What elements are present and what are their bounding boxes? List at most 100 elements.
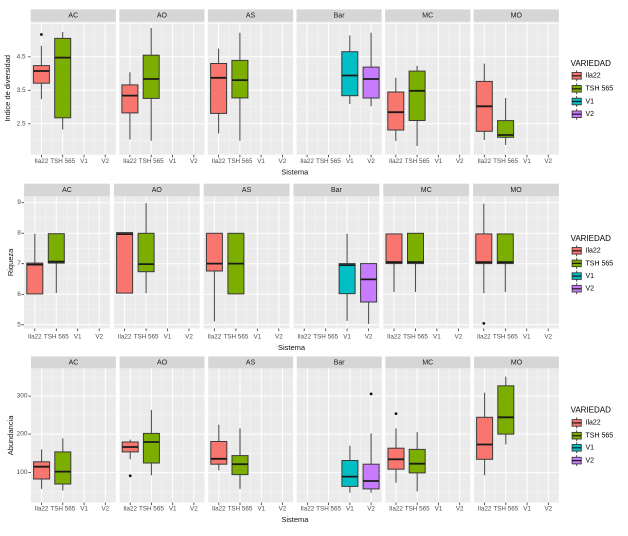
svg-text:TSH 565: TSH 565 bbox=[139, 506, 164, 513]
svg-text:MC: MC bbox=[422, 13, 433, 20]
svg-text:V2: V2 bbox=[367, 506, 375, 513]
svg-text:V1: V1 bbox=[523, 506, 531, 513]
svg-text:Ila22: Ila22 bbox=[212, 158, 226, 165]
svg-text:Riqueza: Riqueza bbox=[6, 248, 15, 276]
svg-text:Ila22: Ila22 bbox=[208, 334, 222, 341]
svg-text:Ila22: Ila22 bbox=[35, 506, 49, 513]
svg-text:V1: V1 bbox=[435, 506, 443, 513]
svg-text:TSH 565: TSH 565 bbox=[405, 158, 430, 165]
svg-text:100: 100 bbox=[17, 469, 28, 476]
svg-text:Ila22: Ila22 bbox=[389, 158, 403, 165]
svg-text:MO: MO bbox=[510, 187, 522, 194]
svg-text:TSH 565: TSH 565 bbox=[586, 260, 614, 267]
svg-text:AS: AS bbox=[246, 13, 256, 20]
svg-text:Abundancia: Abundancia bbox=[6, 415, 15, 455]
svg-text:V2: V2 bbox=[275, 334, 283, 341]
svg-text:V2: V2 bbox=[101, 506, 109, 513]
svg-text:V2: V2 bbox=[544, 506, 552, 513]
svg-text:V1: V1 bbox=[586, 273, 595, 280]
svg-text:TSH 565: TSH 565 bbox=[134, 334, 159, 341]
svg-text:TSH 565: TSH 565 bbox=[493, 158, 518, 165]
svg-text:4.5: 4.5 bbox=[17, 53, 26, 60]
svg-text:Sistema: Sistema bbox=[278, 343, 306, 352]
svg-text:AC: AC bbox=[69, 359, 79, 366]
svg-text:V1: V1 bbox=[80, 158, 88, 165]
svg-text:Ila22: Ila22 bbox=[387, 334, 401, 341]
svg-text:Ila22: Ila22 bbox=[477, 158, 491, 165]
svg-text:V1: V1 bbox=[346, 158, 354, 165]
svg-text:Bar: Bar bbox=[334, 13, 346, 20]
svg-text:TSH 565: TSH 565 bbox=[139, 158, 164, 165]
svg-text:Ila22: Ila22 bbox=[478, 506, 492, 513]
svg-text:9: 9 bbox=[17, 199, 21, 206]
svg-text:V1: V1 bbox=[253, 334, 261, 341]
svg-text:Ila22: Ila22 bbox=[586, 420, 601, 427]
svg-text:TSH 565: TSH 565 bbox=[50, 506, 75, 513]
svg-text:V1: V1 bbox=[164, 334, 172, 341]
svg-text:MC: MC bbox=[422, 359, 433, 366]
svg-text:V2: V2 bbox=[185, 334, 193, 341]
svg-text:Ila22: Ila22 bbox=[297, 334, 311, 341]
svg-text:5: 5 bbox=[17, 321, 21, 328]
svg-text:TSH 565: TSH 565 bbox=[227, 158, 252, 165]
svg-text:TSH 565: TSH 565 bbox=[223, 334, 248, 341]
svg-text:2.5: 2.5 bbox=[17, 120, 26, 127]
svg-text:TSH 565: TSH 565 bbox=[316, 506, 341, 513]
svg-text:AO: AO bbox=[157, 13, 168, 20]
svg-text:MO: MO bbox=[511, 13, 523, 20]
svg-text:TSH 565: TSH 565 bbox=[50, 158, 75, 165]
svg-text:Ila22: Ila22 bbox=[212, 506, 226, 513]
svg-text:Indice de diversidad: Indice de diversidad bbox=[3, 55, 12, 122]
svg-text:V1: V1 bbox=[257, 158, 265, 165]
svg-text:AS: AS bbox=[246, 359, 256, 366]
svg-text:Bar: Bar bbox=[334, 359, 346, 366]
svg-text:Sistema: Sistema bbox=[281, 168, 309, 177]
svg-text:V2: V2 bbox=[586, 111, 595, 118]
svg-text:Ila22: Ila22 bbox=[28, 334, 42, 341]
svg-text:V2: V2 bbox=[455, 334, 463, 341]
svg-text:Ila22: Ila22 bbox=[477, 334, 491, 341]
svg-text:3.5: 3.5 bbox=[17, 87, 26, 94]
svg-text:V1: V1 bbox=[435, 158, 443, 165]
svg-text:TSH 565: TSH 565 bbox=[586, 86, 614, 93]
svg-text:V2: V2 bbox=[95, 334, 103, 341]
svg-text:V1: V1 bbox=[169, 158, 177, 165]
svg-text:TSH 565: TSH 565 bbox=[493, 334, 518, 341]
svg-text:V2: V2 bbox=[365, 334, 373, 341]
svg-text:8: 8 bbox=[17, 230, 21, 237]
svg-text:V2: V2 bbox=[101, 158, 109, 165]
svg-text:AO: AO bbox=[152, 187, 163, 194]
svg-text:TSH 565: TSH 565 bbox=[228, 506, 253, 513]
svg-text:V1: V1 bbox=[74, 334, 82, 341]
svg-text:TSH 565: TSH 565 bbox=[313, 334, 338, 341]
svg-text:V2: V2 bbox=[544, 158, 552, 165]
svg-text:AC: AC bbox=[68, 13, 78, 20]
svg-text:Ila22: Ila22 bbox=[586, 248, 601, 255]
svg-text:TSH 565: TSH 565 bbox=[403, 334, 428, 341]
svg-text:V2: V2 bbox=[190, 158, 198, 165]
svg-text:V2: V2 bbox=[190, 506, 198, 513]
svg-text:MO: MO bbox=[511, 359, 523, 366]
svg-text:7: 7 bbox=[17, 260, 21, 267]
svg-text:V2: V2 bbox=[456, 506, 464, 513]
svg-text:Ila22: Ila22 bbox=[586, 73, 601, 80]
svg-text:V1: V1 bbox=[80, 506, 88, 513]
svg-text:VARIEDAD: VARIEDAD bbox=[571, 234, 612, 243]
svg-text:V1: V1 bbox=[257, 506, 265, 513]
svg-text:V1: V1 bbox=[343, 334, 351, 341]
svg-text:V1: V1 bbox=[169, 506, 177, 513]
svg-text:VARIEDAD: VARIEDAD bbox=[571, 406, 612, 415]
svg-text:Ila22: Ila22 bbox=[123, 506, 137, 513]
svg-text:V2: V2 bbox=[456, 158, 464, 165]
svg-text:Ila22: Ila22 bbox=[123, 158, 137, 165]
svg-text:TSH 565: TSH 565 bbox=[493, 506, 518, 513]
svg-text:Ila22: Ila22 bbox=[300, 158, 314, 165]
svg-text:TSH 565: TSH 565 bbox=[586, 433, 614, 440]
svg-text:V1: V1 bbox=[586, 445, 595, 452]
svg-text:V2: V2 bbox=[544, 334, 552, 341]
svg-text:TSH 565: TSH 565 bbox=[44, 334, 69, 341]
svg-text:V2: V2 bbox=[586, 286, 595, 293]
svg-text:V2: V2 bbox=[367, 158, 375, 165]
svg-text:200: 200 bbox=[17, 431, 28, 438]
svg-text:6: 6 bbox=[17, 291, 21, 298]
